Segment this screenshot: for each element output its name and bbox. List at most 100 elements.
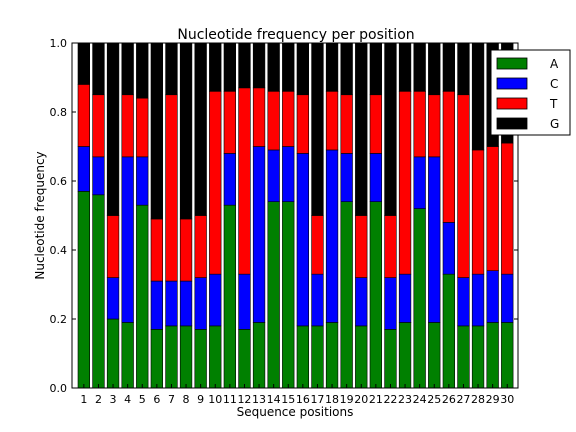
bar-T-pos-19	[340, 94, 353, 154]
bar-C-pos-12	[238, 273, 251, 330]
bar-A-pos-28	[471, 325, 485, 389]
bar-T-pos-13	[252, 87, 266, 147]
bar-T-pos-8	[179, 218, 193, 282]
bar-C-pos-10	[209, 273, 222, 327]
bar-A-pos-20	[355, 325, 368, 389]
bar-G-pos-27	[457, 42, 470, 96]
bar-C-pos-21	[369, 153, 382, 202]
bar-G-pos-2	[92, 42, 105, 96]
legend-swatch-C	[496, 77, 528, 90]
bar-G-pos-18	[325, 42, 339, 92]
bar-A-pos-23	[398, 322, 412, 389]
bar-A-pos-11	[223, 204, 236, 389]
bar-C-pos-16	[296, 153, 309, 327]
bar-G-pos-13	[252, 42, 266, 89]
bar-G-pos-10	[209, 42, 222, 92]
bar-T-pos-16	[296, 94, 309, 154]
bar-T-pos-30	[501, 142, 514, 275]
legend-label-C: C	[550, 77, 558, 91]
x-tick-label: 20	[354, 393, 368, 406]
x-tick-label: 8	[183, 393, 190, 406]
bar-G-pos-7	[165, 42, 178, 96]
x-tick-label: 23	[398, 393, 412, 406]
bar-G-pos-4	[121, 42, 134, 96]
bar-T-pos-2	[92, 94, 105, 158]
x-tick-label: 1	[80, 393, 87, 406]
bar-A-pos-27	[457, 325, 470, 389]
bar-T-pos-15	[282, 91, 295, 147]
bar-G-pos-9	[194, 42, 207, 216]
bar-A-pos-1	[77, 191, 90, 389]
bar-G-pos-8	[179, 42, 193, 220]
x-tick-label: 30	[500, 393, 514, 406]
x-tick-label: 3	[110, 393, 117, 406]
bar-C-pos-29	[486, 270, 499, 323]
bar-T-pos-14	[267, 91, 280, 151]
bar-T-pos-6	[150, 218, 163, 282]
bar-A-pos-22	[384, 329, 397, 389]
x-tick-label: 19	[340, 393, 354, 406]
x-tick-label: 2	[95, 393, 102, 406]
bar-A-pos-29	[486, 322, 499, 389]
bar-C-pos-5	[136, 156, 149, 206]
x-tick-label: 16	[296, 393, 310, 406]
y-tick-label: 0.8	[50, 106, 68, 119]
bar-G-pos-23	[398, 42, 412, 92]
x-tick-label: 4	[124, 393, 131, 406]
bar-C-pos-7	[165, 280, 178, 327]
bar-T-pos-7	[165, 94, 178, 282]
bar-T-pos-11	[223, 91, 236, 154]
bar-C-pos-27	[457, 277, 470, 327]
bar-T-pos-3	[106, 215, 120, 278]
bar-A-pos-5	[136, 204, 149, 389]
y-axis: 0.0 0.2 0.4 0.6 0.8 1.0	[50, 37, 518, 395]
bar-C-pos-8	[179, 280, 193, 327]
bar-A-pos-7	[165, 325, 178, 389]
bar-T-pos-12	[238, 87, 251, 275]
bar-G-pos-22	[384, 42, 397, 216]
bar-T-pos-29	[486, 146, 499, 271]
x-tick-label: 28	[471, 393, 485, 406]
x-tick-label: 5	[139, 393, 146, 406]
bar-T-pos-24	[413, 91, 426, 158]
x-tick-label: 15	[281, 393, 295, 406]
bar-T-pos-10	[209, 91, 222, 275]
bar-A-pos-6	[150, 329, 163, 389]
bar-G-pos-19	[340, 42, 353, 96]
bar-C-pos-26	[442, 222, 455, 275]
bar-A-pos-13	[252, 322, 266, 389]
bar-T-pos-28	[471, 149, 485, 275]
bar-C-pos-14	[267, 149, 280, 202]
x-tick-label: 26	[442, 393, 456, 406]
bar-A-pos-16	[296, 325, 309, 389]
x-axis: 1 2 3 4 5 6 7 8 9 10 11 12 13 14 15 16 17 18 19 20 21 22 23 24 2…	[80, 43, 514, 406]
legend-swatch-T	[496, 97, 528, 110]
bar-A-pos-24	[413, 208, 426, 389]
x-tick-label: 22	[383, 393, 397, 406]
legend-label-T: T	[549, 97, 558, 111]
bar-G-pos-3	[106, 42, 120, 216]
bar-G-pos-24	[413, 42, 426, 92]
bar-A-pos-17	[311, 325, 324, 389]
x-tick-label: 11	[223, 393, 237, 406]
bar-A-pos-15	[282, 201, 295, 389]
legend-swatch-G	[496, 117, 528, 130]
bar-C-pos-28	[471, 273, 485, 327]
bar-C-pos-22	[384, 277, 397, 330]
x-tick-label: 9	[197, 393, 204, 406]
x-tick-label: 21	[369, 393, 383, 406]
bar-C-pos-18	[325, 149, 339, 323]
y-tick-label: 0.2	[50, 313, 68, 326]
x-tick-label: 14	[267, 393, 281, 406]
bar-T-pos-22	[384, 215, 397, 278]
bar-A-pos-4	[121, 322, 134, 389]
bar-C-pos-23	[398, 273, 412, 323]
chart-title: Nucleotide frequency per position	[177, 27, 414, 43]
legend-swatch-A	[496, 57, 528, 70]
bar-A-pos-25	[428, 322, 441, 389]
bar-G-pos-20	[355, 42, 368, 216]
x-tick-label: 25	[427, 393, 441, 406]
bar-A-pos-14	[267, 201, 280, 389]
bar-T-pos-26	[442, 91, 455, 223]
